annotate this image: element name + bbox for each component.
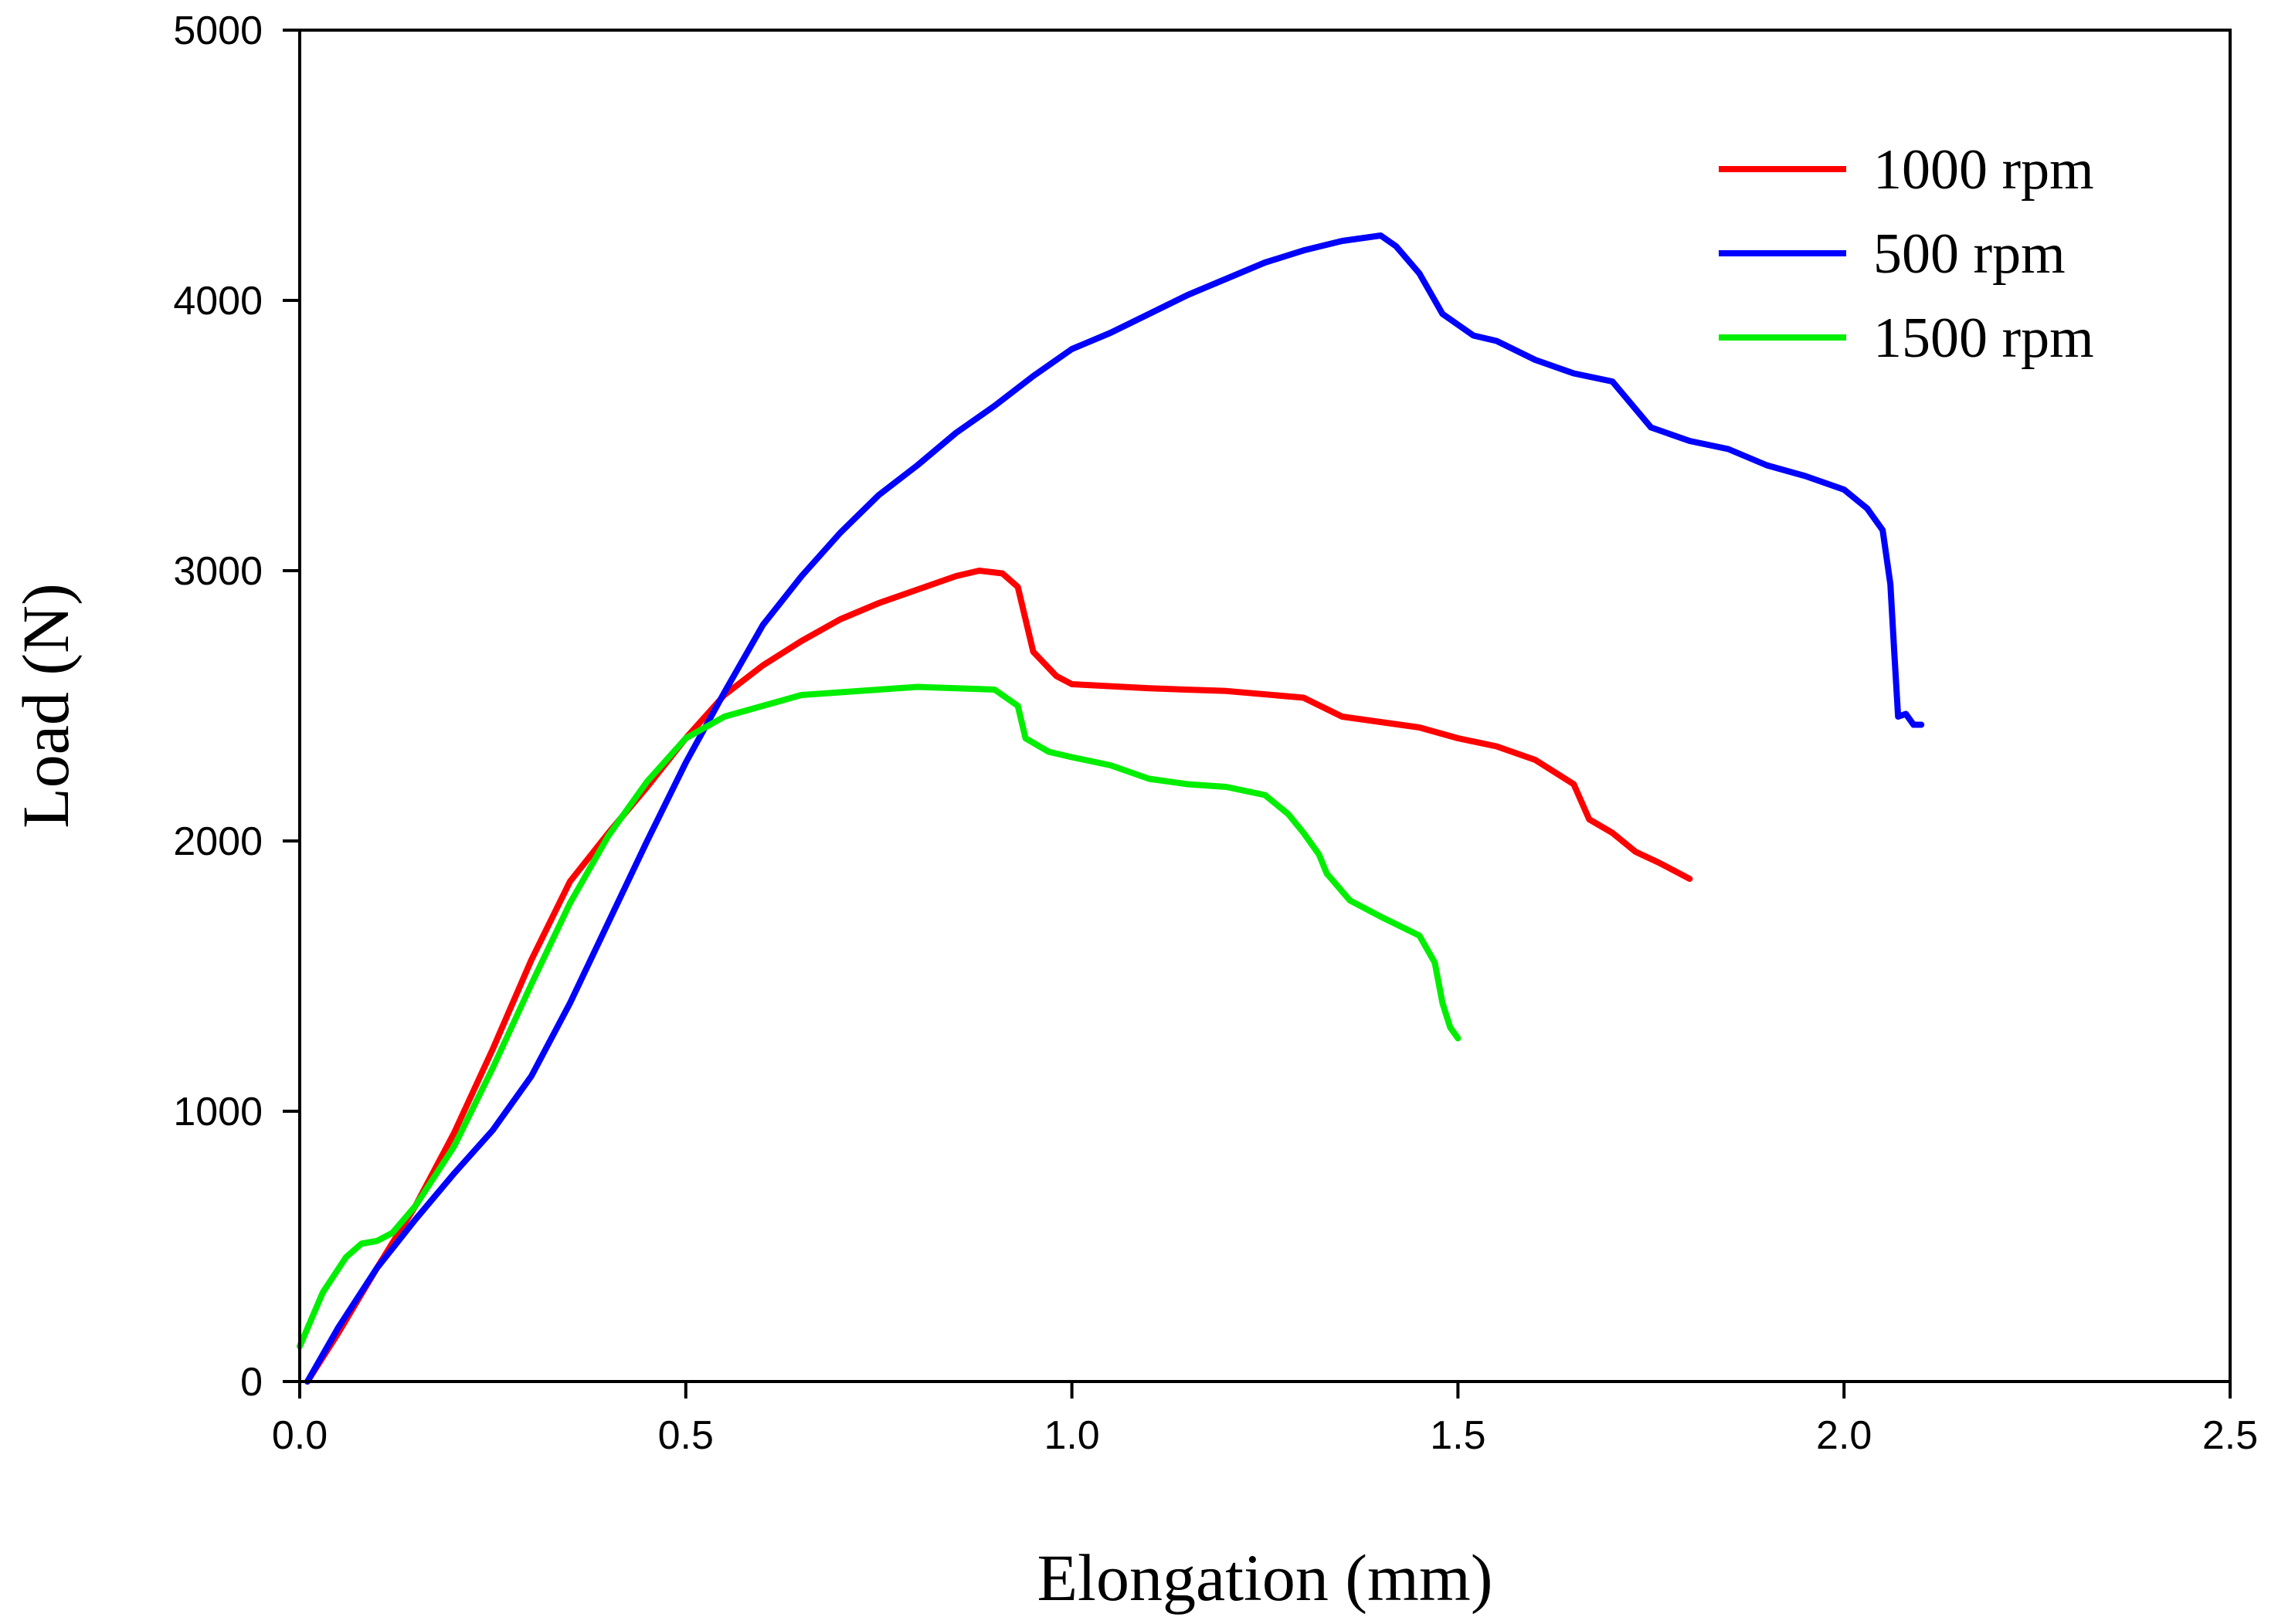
y-tick-label: 4000 <box>173 279 263 324</box>
legend-label: 1500 rpm <box>1873 307 2094 370</box>
x-tick-label: 1.0 <box>1044 1413 1099 1458</box>
series-line-1500-rpm <box>297 683 1462 1350</box>
y-axis-title: Load (N) <box>8 583 83 829</box>
x-tick-label: 2.0 <box>1816 1413 1872 1458</box>
x-tick-label: 1.5 <box>1430 1413 1485 1458</box>
y-tick-label: 3000 <box>173 549 263 594</box>
x-tick-label: 0.5 <box>658 1413 714 1458</box>
legend-label: 500 rpm <box>1873 222 2066 286</box>
y-tick-label: 5000 <box>173 8 263 53</box>
x-tick-label: 2.5 <box>2202 1413 2258 1458</box>
legend-label: 1000 rpm <box>1873 138 2094 202</box>
x-axis-title: Elongation (mm) <box>1037 1541 1493 1615</box>
series-layer <box>297 232 1925 1385</box>
x-tick-label: 0.0 <box>272 1413 328 1458</box>
series-line-1000-rpm <box>304 568 1693 1385</box>
y-tick-label: 2000 <box>173 819 263 864</box>
y-tick-label: 1000 <box>173 1090 263 1134</box>
y-axis-ticks: 0 1000 2000 3000 4000 5000 <box>173 8 300 1405</box>
y-tick-label: 0 <box>240 1360 263 1405</box>
legend: 1000 rpm 500 rpm 1500 rpm <box>1719 138 2094 370</box>
series-line-500-rpm <box>304 232 1925 1385</box>
plot-frame <box>298 29 2232 1383</box>
x-axis-ticks: 0.0 0.5 1.0 1.5 2.0 2.5 <box>272 1382 2258 1458</box>
